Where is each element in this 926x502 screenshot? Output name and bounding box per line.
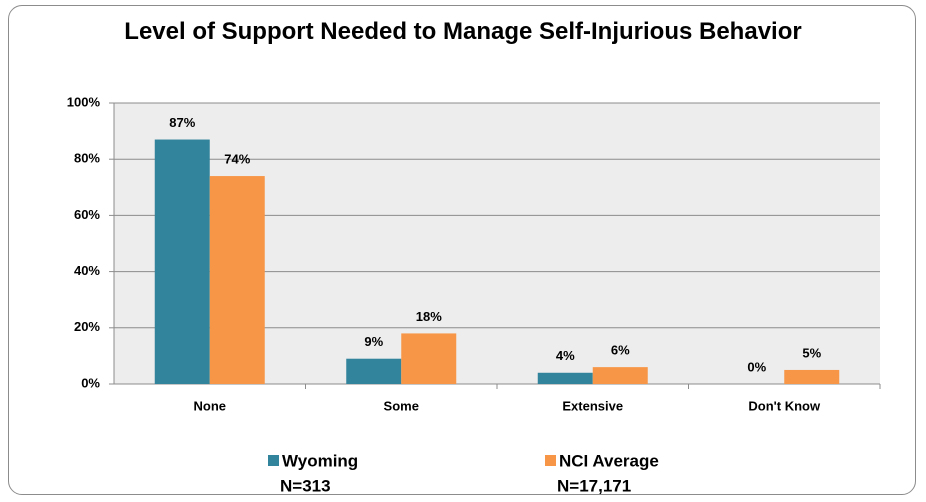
y-tick-label: 80% — [74, 151, 100, 166]
x-tick-label: Don't Know — [748, 398, 821, 413]
x-tick-label: None — [194, 398, 227, 413]
bar — [401, 333, 457, 384]
value-label: 6% — [611, 343, 630, 358]
y-tick-label: 20% — [74, 319, 100, 334]
bar — [209, 176, 265, 384]
legend-swatch — [545, 455, 556, 466]
x-tick-label: Extensive — [562, 398, 623, 413]
chart-frame — [8, 5, 916, 495]
legend-note: N=17,171 — [557, 476, 631, 495]
bar — [592, 367, 648, 384]
bar — [154, 139, 210, 384]
value-label: 87% — [169, 115, 195, 130]
chart-title: Level of Support Needed to Manage Self-I… — [124, 18, 802, 45]
legend-swatch — [268, 455, 279, 466]
bar — [346, 358, 402, 384]
x-tick-label: Some — [384, 398, 419, 413]
value-label: 18% — [416, 309, 442, 324]
value-label: 9% — [364, 334, 383, 349]
bar — [537, 372, 593, 384]
value-label: 74% — [224, 151, 250, 166]
legend-label: Wyoming — [282, 451, 358, 470]
value-label: 5% — [802, 345, 821, 360]
y-tick-label: 60% — [74, 207, 100, 222]
y-tick-label: 100% — [67, 94, 101, 109]
legend-note: N=313 — [280, 476, 331, 495]
bar — [784, 369, 840, 384]
y-tick-label: 0% — [81, 375, 100, 390]
y-tick-label: 40% — [74, 263, 100, 278]
legend-label: NCI Average — [559, 451, 659, 470]
value-label: 0% — [747, 359, 766, 374]
value-label: 4% — [556, 348, 575, 363]
